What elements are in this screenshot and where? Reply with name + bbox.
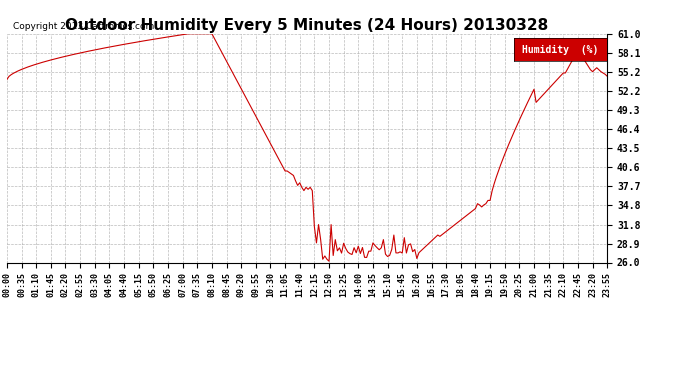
Text: Copyright 2013 Cartronics.com: Copyright 2013 Cartronics.com — [13, 22, 154, 32]
Title: Outdoor Humidity Every 5 Minutes (24 Hours) 20130328: Outdoor Humidity Every 5 Minutes (24 Hou… — [66, 18, 549, 33]
